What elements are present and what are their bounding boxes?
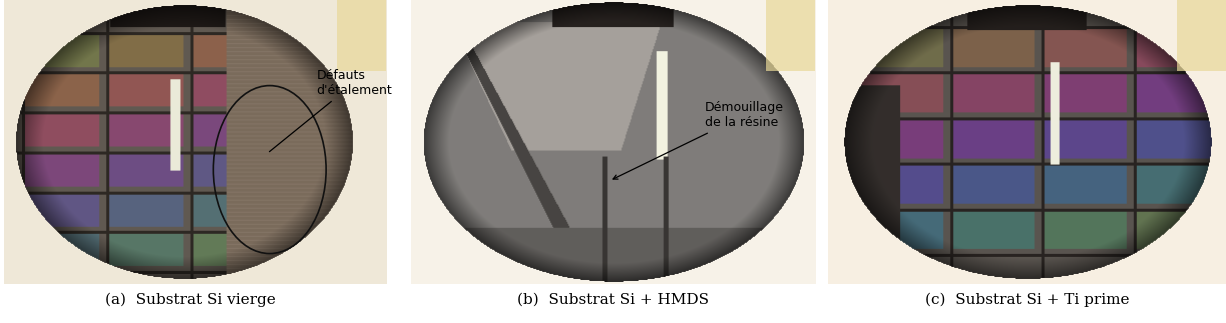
FancyBboxPatch shape bbox=[337, 0, 386, 71]
Text: (a)  Substrat Si vierge: (a) Substrat Si vierge bbox=[104, 292, 276, 307]
FancyBboxPatch shape bbox=[1177, 0, 1226, 71]
Text: Défauts
d'étalement: Défauts d'étalement bbox=[270, 69, 392, 152]
FancyBboxPatch shape bbox=[766, 0, 815, 71]
Text: (b)  Substrat Si + HMDS: (b) Substrat Si + HMDS bbox=[517, 293, 709, 307]
Text: (c)  Substrat Si + Ti prime: (c) Substrat Si + Ti prime bbox=[926, 292, 1129, 307]
Text: Démouillage
de la résine: Démouillage de la résine bbox=[613, 101, 783, 179]
